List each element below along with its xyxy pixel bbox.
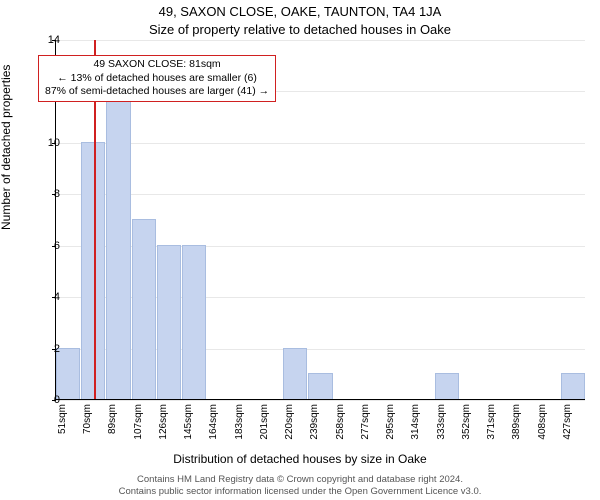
xtick-label: 89sqm	[107, 404, 118, 434]
credits-line2: Contains public sector information licen…	[0, 486, 600, 498]
histogram-bar	[106, 90, 130, 399]
ytick-label: 10	[48, 137, 60, 149]
xtick-label: 258sqm	[335, 404, 346, 440]
ytick-label: 8	[54, 188, 60, 200]
xtick-label: 333sqm	[436, 404, 447, 440]
xtick-label: 295sqm	[385, 404, 396, 440]
xtick-label: 220sqm	[284, 404, 295, 440]
xtick-label: 389sqm	[511, 404, 522, 440]
xtick-label: 51sqm	[57, 404, 68, 434]
xtick-label: 183sqm	[234, 404, 245, 440]
histogram-bar	[308, 373, 332, 399]
ytick-label: 6	[54, 240, 60, 252]
histogram-bar	[182, 245, 206, 399]
gridline	[56, 400, 585, 401]
x-axis-label: Distribution of detached houses by size …	[0, 452, 600, 466]
histogram-bar	[157, 245, 181, 399]
ytick-label: 2	[54, 343, 60, 355]
histogram-bar	[435, 373, 459, 399]
annotation-line: 87% of semi-detached houses are larger (…	[45, 85, 269, 99]
xtick-label: 145sqm	[183, 404, 194, 440]
gridline	[56, 143, 585, 144]
ytick-label: 4	[54, 291, 60, 303]
xtick-label: 408sqm	[537, 404, 548, 440]
gridline	[56, 194, 585, 195]
histogram-bar	[283, 348, 307, 399]
annotation-box: 49 SAXON CLOSE: 81sqm← 13% of detached h…	[38, 55, 276, 102]
histogram-bar	[132, 219, 156, 399]
ytick-label: 14	[48, 34, 60, 46]
credits-line1: Contains HM Land Registry data © Crown c…	[0, 474, 600, 486]
annotation-line: 49 SAXON CLOSE: 81sqm	[45, 58, 269, 72]
xtick-label: 352sqm	[461, 404, 472, 440]
histogram-bar	[561, 373, 585, 399]
credits-text: Contains HM Land Registry data © Crown c…	[0, 474, 600, 498]
chart-supertitle: 49, SAXON CLOSE, OAKE, TAUNTON, TA4 1JA	[0, 4, 600, 19]
xtick-label: 70sqm	[82, 404, 93, 434]
xtick-label: 427sqm	[562, 404, 573, 440]
gridline	[56, 40, 585, 41]
xtick-label: 126sqm	[158, 404, 169, 440]
histogram-bar	[56, 348, 80, 399]
xtick-label: 277sqm	[360, 404, 371, 440]
xtick-label: 201sqm	[259, 404, 270, 440]
xtick-label: 164sqm	[208, 404, 219, 440]
xtick-label: 314sqm	[410, 404, 421, 440]
xtick-label: 239sqm	[309, 404, 320, 440]
annotation-line: ← 13% of detached houses are smaller (6)	[45, 72, 269, 86]
xtick-label: 107sqm	[133, 404, 144, 440]
y-axis-label: Number of detached properties	[0, 65, 13, 230]
xtick-label: 371sqm	[486, 404, 497, 440]
chart-title: Size of property relative to detached ho…	[0, 22, 600, 37]
